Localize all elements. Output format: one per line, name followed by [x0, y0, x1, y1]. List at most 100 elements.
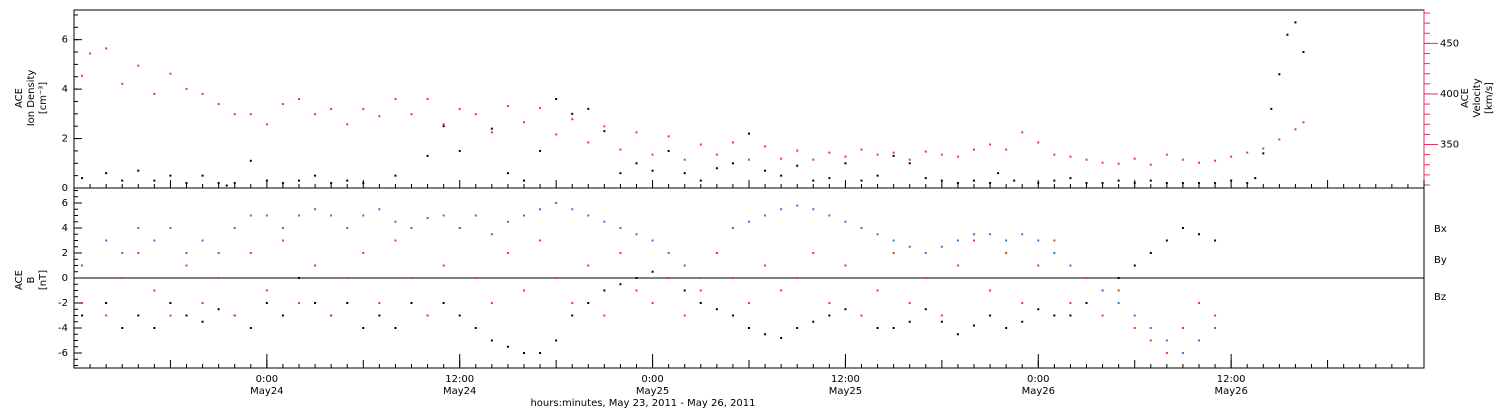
ion-density-point — [539, 149, 542, 152]
ion-density-point — [908, 162, 911, 165]
by-point — [426, 217, 429, 219]
bz-point — [715, 252, 718, 254]
by-point — [474, 214, 477, 217]
top-ylabel-left-line2: Ion Density — [26, 70, 37, 127]
velocity-point — [169, 72, 172, 75]
ion-density-point — [1117, 179, 1120, 182]
velocity-point — [314, 113, 317, 116]
bz-point — [490, 302, 493, 304]
velocity-point — [796, 149, 799, 152]
bx-point — [892, 327, 895, 329]
bx-point — [137, 314, 140, 317]
bz-point — [667, 277, 670, 279]
bz-point — [860, 314, 863, 317]
top-ytick-label-right: 450 — [1440, 38, 1459, 49]
x-axis-title: hours:minutes, May 23, 2011 - May 26, 20… — [530, 398, 755, 409]
bz-point — [1021, 302, 1024, 304]
velocity-point — [764, 145, 767, 148]
bx-point — [1133, 264, 1136, 267]
bx-point — [603, 289, 606, 292]
velocity-point — [1246, 151, 1249, 154]
by-point — [362, 214, 365, 217]
ion-density-point — [1085, 182, 1088, 185]
by-point — [1198, 339, 1200, 342]
by-point — [121, 252, 124, 254]
x-tick-day-label: May26 — [1214, 386, 1247, 397]
x-tick-time-label: 12:00 — [1217, 374, 1246, 385]
velocity-point — [1037, 141, 1040, 144]
bz-point — [1117, 289, 1120, 292]
ion-density-point — [346, 179, 349, 182]
ion-density-point — [201, 174, 204, 177]
bz-point — [699, 289, 702, 292]
ion-density-point — [153, 179, 156, 182]
bx-point — [1149, 252, 1152, 254]
bx-point — [1037, 308, 1040, 311]
bz-point — [989, 289, 992, 292]
bx-point — [506, 345, 509, 348]
bz-point — [555, 277, 558, 279]
ion-density-point — [1037, 182, 1040, 185]
velocity-point — [956, 155, 959, 158]
bz-point — [233, 314, 236, 317]
top-ylabel-right-line2: Velocity — [1472, 78, 1483, 117]
by-point — [265, 214, 268, 217]
velocity-point — [748, 158, 750, 161]
velocity-point — [603, 125, 606, 128]
bz-point — [249, 252, 252, 254]
velocity-point — [619, 148, 622, 151]
bx-point — [989, 314, 992, 317]
bx-point — [555, 339, 558, 342]
chart-marks: 0246350400450-6-4-202460:00May2412:00May… — [58, 10, 1459, 397]
bz-point — [169, 314, 172, 317]
ion-density-point — [185, 182, 188, 185]
by-point — [924, 252, 927, 254]
ion-density-point — [81, 177, 84, 180]
velocity-point — [731, 141, 734, 144]
by-point — [506, 220, 509, 223]
bx-point — [153, 327, 156, 329]
velocity-point — [908, 158, 911, 161]
by-point — [1117, 302, 1120, 304]
bz-point — [137, 252, 140, 254]
velocity-point — [715, 153, 718, 156]
ion-density-point — [490, 127, 493, 130]
ion-density-point — [1278, 73, 1281, 76]
by-point — [410, 227, 413, 229]
bx-point — [780, 337, 783, 339]
by-point — [619, 227, 622, 229]
ion-density-point — [394, 174, 397, 177]
velocity-point — [346, 123, 349, 126]
bx-point — [940, 320, 943, 323]
by-point — [442, 214, 445, 217]
velocity-point — [989, 143, 992, 146]
bz-point — [281, 239, 284, 242]
bz-point — [410, 277, 413, 279]
bx-point — [683, 289, 686, 292]
bz-point — [426, 314, 429, 317]
ion-density-point — [683, 172, 686, 175]
bx-point — [571, 314, 574, 317]
ion-density-point — [1053, 179, 1056, 182]
bx-point — [378, 314, 381, 317]
velocity-point — [137, 64, 140, 67]
velocity-point — [1053, 153, 1056, 156]
by-point — [1069, 264, 1072, 267]
by-point — [539, 208, 542, 211]
velocity-point — [571, 118, 574, 121]
ion-density-point — [121, 179, 124, 182]
x-tick-time-label: 0:00 — [641, 374, 663, 385]
bx-point — [201, 320, 204, 323]
by-point — [908, 245, 911, 248]
bz-point — [201, 302, 204, 304]
top-ylabel-right-line3: [km/s] — [1484, 82, 1495, 114]
by-point — [555, 202, 558, 204]
bx-point — [362, 327, 365, 329]
velocity-point — [699, 143, 702, 146]
ion-density-point — [298, 179, 300, 182]
bz-point — [362, 252, 365, 254]
by-point — [651, 239, 654, 242]
velocity-point — [298, 98, 300, 100]
velocity-point — [860, 148, 863, 151]
